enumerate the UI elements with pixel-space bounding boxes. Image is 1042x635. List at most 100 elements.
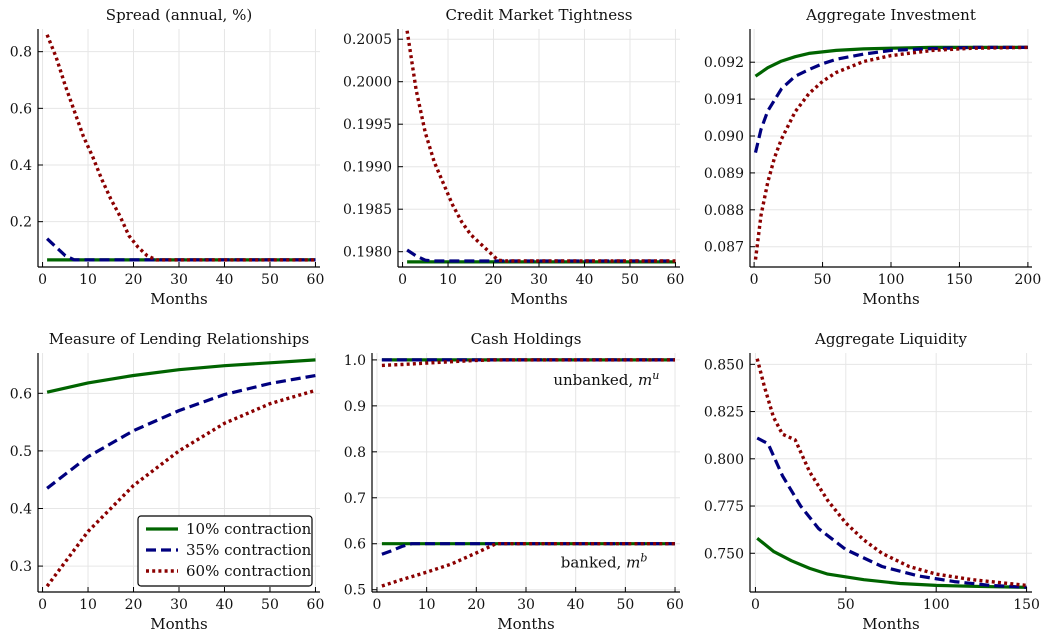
y-tick-label: 1.0 — [344, 353, 366, 369]
x-tick-label: 50 — [814, 272, 832, 288]
legend-box — [137, 515, 313, 587]
y-tick-label: 0.2000 — [343, 75, 392, 91]
y-tick-label: 0.7 — [344, 491, 366, 507]
x-tick-label: 60 — [307, 597, 325, 613]
subplot-title: Measure of Lending Relationships — [49, 330, 310, 348]
y-tick-label: 0.2 — [10, 215, 32, 231]
x-axis-label: Months — [150, 615, 207, 633]
series-line-dotted — [753, 45, 1028, 260]
y-tick-label: 0.4 — [10, 158, 32, 174]
x-tick-label: 30 — [517, 597, 535, 613]
y-tick-label: 0.750 — [704, 546, 744, 562]
annotation-label: banked, mb — [561, 552, 648, 572]
annotation-label: unbanked, mu — [553, 369, 659, 389]
x-tick-label: 50 — [616, 597, 634, 613]
series-line-dotted — [381, 358, 675, 368]
y-tick-label: 0.091 — [704, 92, 744, 108]
x-tick-label: 10 — [79, 597, 97, 613]
x-axis-label: Months — [150, 290, 207, 308]
x-tick-label: 0 — [398, 272, 407, 288]
y-tick-label: 0.775 — [704, 499, 744, 515]
legend-label: 60% contraction — [186, 562, 312, 580]
x-tick-label: 20 — [125, 597, 143, 613]
y-tick-label: 0.850 — [704, 357, 744, 373]
x-tick-label: 10 — [439, 272, 457, 288]
subplot-title: Cash Holdings — [471, 330, 582, 348]
y-tick-label: 0.087 — [704, 240, 744, 256]
x-tick-label: 0 — [38, 597, 47, 613]
x-axis-label: Months — [497, 615, 554, 633]
legend-label: 35% contraction — [186, 541, 312, 559]
x-tick-label: 10 — [418, 597, 436, 613]
y-tick-label: 0.6 — [10, 386, 32, 402]
y-tick-label: 0.2005 — [343, 32, 392, 48]
subplot-2: 0 10 20 30 40 50 60 0.1980 0.1985 0.1990 0.1995 0.2… — [343, 6, 684, 308]
subplot-title: Spread (annual, %) — [106, 6, 252, 24]
x-tick-label: 0 — [751, 597, 760, 613]
y-tick-label: 0.6 — [344, 537, 366, 553]
x-tick-label: 40 — [576, 272, 594, 288]
y-tick-label: 0.089 — [704, 166, 744, 182]
y-tick-label: 0.1990 — [343, 160, 392, 176]
x-tick-label: 20 — [125, 272, 143, 288]
series-line-dashed — [46, 373, 316, 490]
series-line-solid — [756, 536, 1027, 589]
y-tick-label: 0.825 — [704, 405, 744, 421]
series-line-dotted — [405, 30, 676, 263]
x-tick-label: 50 — [261, 272, 279, 288]
y-tick-label: 0.088 — [704, 203, 744, 219]
y-tick-label: 0.092 — [704, 55, 744, 71]
y-tick-label: 0.5 — [344, 583, 366, 599]
legend: 10% contraction 35% contraction 60% contra… — [137, 515, 313, 587]
x-tick-label: 10 — [79, 272, 97, 288]
x-axis-label: Months — [510, 290, 567, 308]
series-line-dashed — [46, 237, 316, 262]
subplot-3: 0 50 100 150 200 0.087 0.088 0.089 0.090 0.091 0.0… — [704, 6, 1041, 308]
x-axis-label: Months — [862, 615, 919, 633]
subplot-title: Credit Market Tightness — [446, 6, 633, 24]
y-tick-label: 0.9 — [344, 399, 366, 415]
x-tick-label: 150 — [946, 272, 973, 288]
x-tick-label: 40 — [216, 272, 234, 288]
x-tick-label: 60 — [666, 597, 684, 613]
x-tick-label: 60 — [667, 272, 685, 288]
y-tick-label: 0.5 — [10, 444, 32, 460]
series-line-dashed — [406, 248, 676, 263]
y-tick-label: 0.1985 — [343, 202, 392, 218]
legend-label: 10% contraction — [186, 520, 312, 538]
subplot-title: Aggregate Liquidity — [814, 330, 968, 348]
series-line-dashed — [381, 542, 675, 556]
y-tick-label: 0.090 — [704, 129, 744, 145]
series-line-dotted — [381, 542, 675, 588]
subplot-4: 0 10 20 30 40 50 60 0.3 0.4 0.5 0.6 Measure of Lend… — [10, 330, 325, 633]
y-tick-label: 0.8 — [344, 445, 366, 461]
subplot-5: 0 10 20 30 40 50 60 0.5 0.6 0.7 0.8 0.9 1.0 Cash Hold… — [344, 330, 684, 633]
y-tick-label: 0.3 — [10, 559, 32, 575]
x-tick-label: 50 — [837, 597, 855, 613]
x-tick-label: 40 — [567, 597, 585, 613]
x-tick-label: 30 — [530, 272, 548, 288]
series-line-dotted — [755, 358, 1027, 588]
y-tick-label: 0.4 — [10, 501, 32, 517]
x-tick-label: 0 — [373, 597, 382, 613]
x-tick-label: 20 — [467, 597, 485, 613]
x-tick-label: 0 — [38, 272, 47, 288]
subplot-title: Aggregate Investment — [805, 6, 976, 24]
x-tick-label: 0 — [750, 272, 759, 288]
x-tick-label: 40 — [216, 597, 234, 613]
subplot-1: 0 10 20 30 40 50 60 0.2 0.4 0.6 0.8 Spread (annual,… — [10, 6, 325, 308]
y-tick-label: 0.1980 — [343, 245, 392, 261]
x-tick-label: 30 — [170, 272, 188, 288]
series-line-dotted — [45, 34, 316, 262]
x-tick-label: 50 — [261, 597, 279, 613]
x-tick-label: 100 — [878, 272, 905, 288]
x-tick-label: 30 — [170, 597, 188, 613]
y-tick-label: 0.8 — [10, 45, 32, 61]
x-tick-label: 20 — [485, 272, 503, 288]
x-tick-label: 50 — [621, 272, 639, 288]
series-line-solid — [46, 358, 316, 394]
x-tick-label: 200 — [1015, 272, 1042, 288]
x-tick-label: 150 — [1013, 597, 1040, 613]
x-tick-label: 100 — [923, 597, 950, 613]
